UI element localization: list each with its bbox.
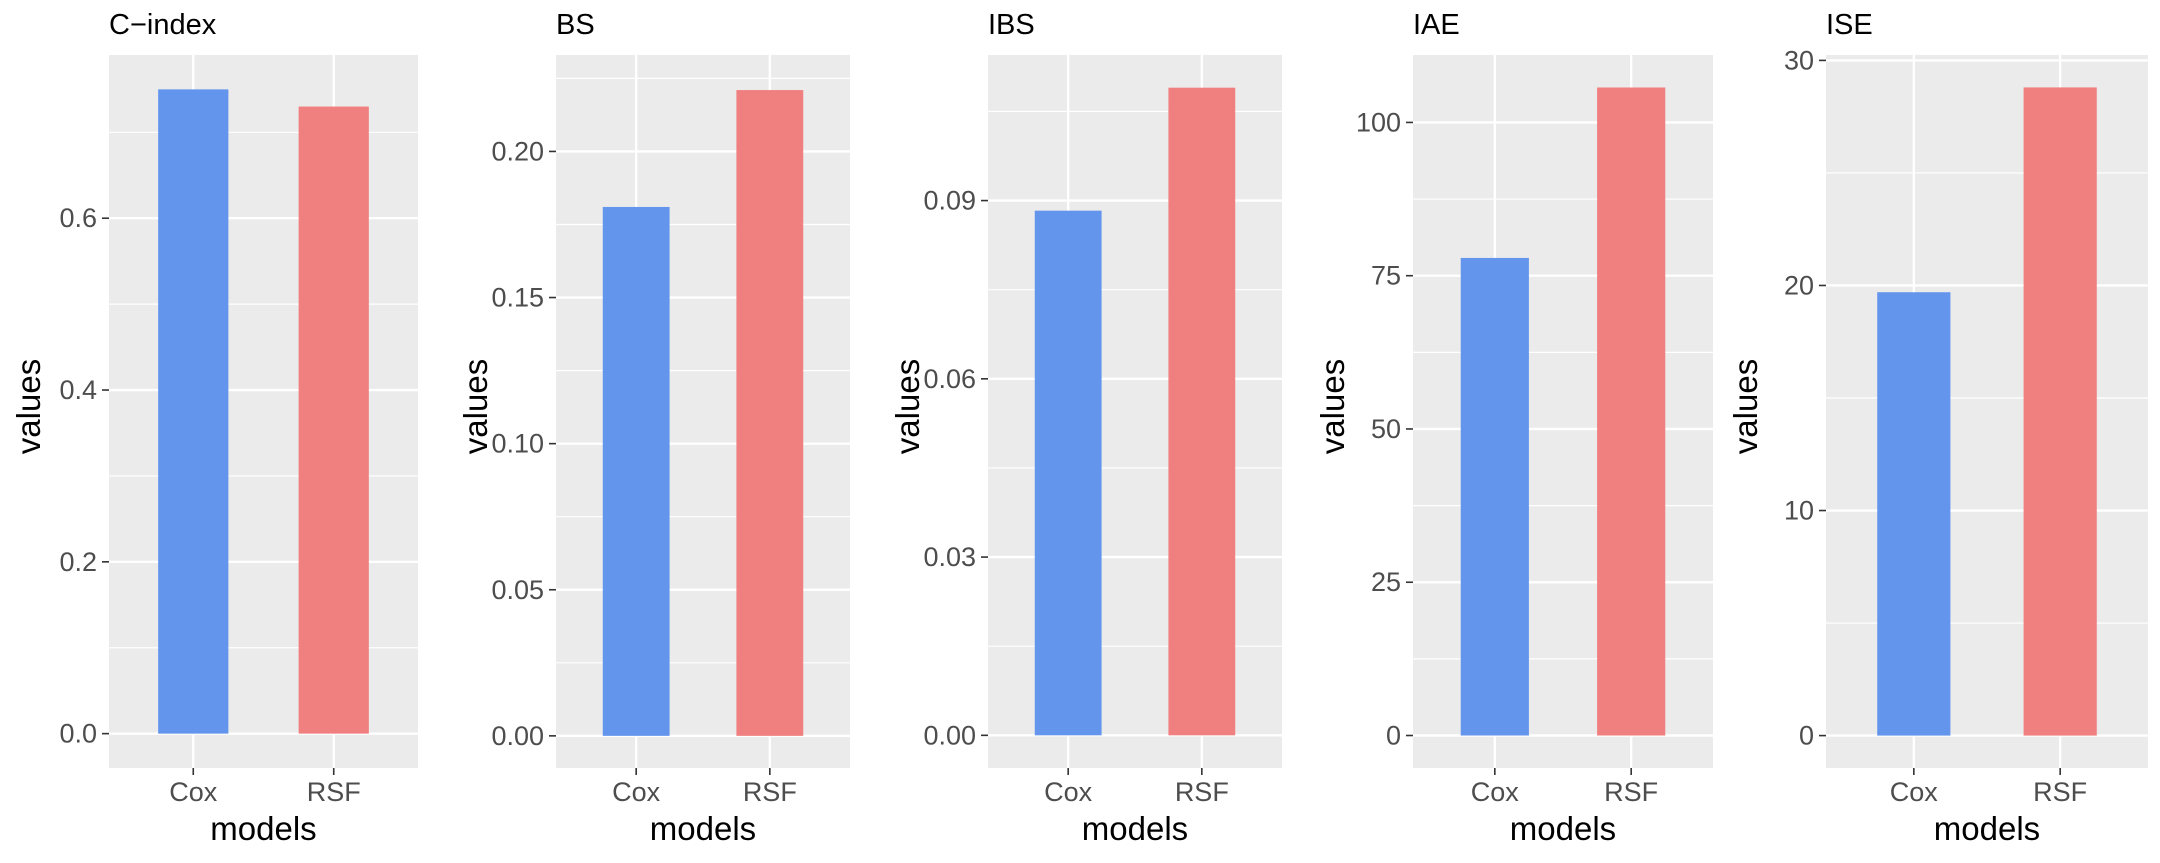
y-tick-label: 0.10 [491, 429, 544, 459]
y-tick-label: 0.06 [923, 364, 976, 394]
chart-panel: 0.00 0.03 0.06 0.09 Cox RSF IBS models values [889, 9, 1282, 847]
y-axis-title: values [457, 359, 494, 454]
bar [1597, 87, 1666, 736]
x-axis-title: models [1510, 810, 1616, 847]
y-axis-title: values [1314, 359, 1351, 454]
bar [1460, 257, 1529, 736]
panel-title: ISE [1826, 9, 1873, 41]
panel-title: IAE [1413, 9, 1460, 41]
y-tick-label: 0.0 [59, 719, 97, 749]
bar [1877, 292, 1951, 736]
x-tick-label: Cox [169, 777, 218, 807]
panel-title: BS [556, 9, 595, 41]
x-tick-label: RSF [1175, 777, 1229, 807]
y-tick-label: 50 [1371, 414, 1401, 444]
x-tick-label: Cox [612, 777, 661, 807]
y-tick-label: 0.4 [59, 375, 97, 405]
y-tick-label: 100 [1356, 107, 1401, 137]
bar [298, 106, 369, 734]
x-tick-label: RSF [307, 777, 361, 807]
bar [1168, 87, 1236, 736]
chart-panel: 0 25 50 75 100 Cox RSF IAE models values [1314, 9, 1713, 847]
x-tick-label: Cox [1471, 777, 1520, 807]
y-tick-label: 0.15 [491, 283, 544, 313]
bar [2023, 87, 2097, 736]
bar [602, 206, 670, 736]
bar [736, 90, 804, 736]
y-tick-label: 0 [1799, 721, 1814, 751]
x-tick-label: RSF [2033, 777, 2087, 807]
y-tick-label: 0.00 [923, 720, 976, 750]
x-tick-label: RSF [743, 777, 797, 807]
y-tick-label: 0.00 [491, 721, 544, 751]
y-tick-label: 0.05 [491, 575, 544, 605]
y-axis-title: values [889, 359, 926, 454]
plot-background [1826, 55, 2148, 768]
y-tick-label: 20 [1784, 270, 1814, 300]
panel-title: C−index [109, 9, 217, 41]
chart-panel: 0.0 0.2 0.4 0.6 Cox RSF C−index models values [10, 9, 418, 847]
chart-panel: 0 10 20 30 Cox RSF ISE models values [1727, 9, 2148, 847]
plot-background [1413, 55, 1713, 768]
y-tick-label: 0 [1386, 721, 1401, 751]
y-tick-label: 0.2 [59, 547, 97, 577]
panel-title: IBS [988, 9, 1035, 41]
chart-panel: 0.00 0.05 0.10 0.15 0.20 Cox RSF BS models values [457, 9, 850, 847]
x-tick-label: RSF [1604, 777, 1658, 807]
x-tick-label: Cox [1044, 777, 1093, 807]
y-tick-label: 0.09 [923, 186, 976, 216]
x-axis-title: models [1934, 810, 2040, 847]
plot-background [988, 55, 1282, 768]
x-axis-title: models [1082, 810, 1188, 847]
bar [158, 89, 229, 734]
y-tick-label: 75 [1371, 261, 1401, 291]
y-axis-title: values [10, 359, 47, 454]
x-axis-title: models [650, 810, 756, 847]
y-tick-label: 10 [1784, 496, 1814, 526]
x-tick-label: Cox [1890, 777, 1939, 807]
x-axis-title: models [210, 810, 316, 847]
plot-background [109, 55, 418, 768]
y-tick-label: 0.03 [923, 542, 976, 572]
y-tick-label: 0.6 [59, 203, 97, 233]
y-tick-label: 25 [1371, 567, 1401, 597]
y-tick-label: 30 [1784, 45, 1814, 75]
y-axis-title: values [1727, 359, 1764, 454]
y-tick-label: 0.20 [491, 136, 544, 166]
plot-background [556, 55, 850, 768]
bar [1034, 210, 1102, 736]
